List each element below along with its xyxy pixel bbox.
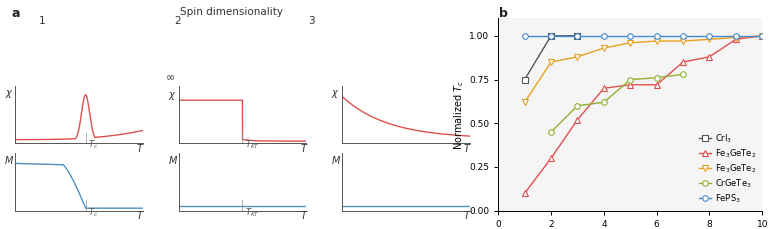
Y-axis label: Normalized $T_c$: Normalized $T_c$ xyxy=(453,79,467,150)
Fe$_3$GeTe$_2$ xyxy=(705,55,714,58)
Text: χ: χ xyxy=(5,88,11,98)
FePS$_3$ xyxy=(705,34,714,37)
FePS$_3$ xyxy=(599,34,608,37)
Fe$_3$GeTe$_2$ xyxy=(678,40,688,42)
Fe$_3$GeTe$_2$ xyxy=(599,47,608,49)
Text: M: M xyxy=(169,156,177,166)
FePS$_3$ xyxy=(573,34,582,37)
Text: χ: χ xyxy=(332,88,337,98)
Text: T: T xyxy=(464,144,470,154)
Fe$_3$GeTe$_2$ xyxy=(599,87,608,90)
Line: Fe$_3$GeTe$_2$: Fe$_3$GeTe$_2$ xyxy=(522,33,765,196)
Fe$_3$GeTe$_2$ xyxy=(626,41,635,44)
Fe$_3$GeTe$_2$ xyxy=(732,38,741,41)
Fe$_3$GeTe$_2$ xyxy=(520,192,529,195)
CrGeTe$_3$ xyxy=(678,73,688,76)
CrI$_3$ xyxy=(547,34,556,37)
FePS$_3$ xyxy=(652,34,661,37)
Fe$_3$GeTe$_2$ xyxy=(547,157,556,160)
Fe$_3$GeTe$_2$ xyxy=(758,34,767,37)
Text: T: T xyxy=(300,144,306,154)
Fe$_3$GeTe$_2$ xyxy=(758,34,767,37)
Text: $T_c$: $T_c$ xyxy=(88,206,99,219)
CrGeTe$_3$ xyxy=(599,101,608,104)
Fe$_3$GeTe$_2$ xyxy=(678,61,688,63)
CrGeTe$_3$ xyxy=(652,76,661,79)
Text: T: T xyxy=(137,144,143,154)
Fe$_3$GeTe$_2$ xyxy=(573,55,582,58)
Legend: CrI$_3$, Fe$_3$GeTe$_2$, Fe$_3$GeTe$_2$, CrGeTe$_3$, FePS$_3$: CrI$_3$, Fe$_3$GeTe$_2$, Fe$_3$GeTe$_2$,… xyxy=(697,131,758,207)
Text: b: b xyxy=(499,7,508,20)
Text: χ: χ xyxy=(169,90,174,101)
FePS$_3$ xyxy=(547,34,556,37)
CrGeTe$_3$ xyxy=(573,104,582,107)
Fe$_3$GeTe$_2$ xyxy=(732,36,741,39)
FePS$_3$ xyxy=(520,34,529,37)
Fe$_3$GeTe$_2$ xyxy=(626,83,635,86)
Fe$_3$GeTe$_2$ xyxy=(573,118,582,121)
Text: Spin dimensionality: Spin dimensionality xyxy=(179,7,283,17)
FePS$_3$ xyxy=(626,34,635,37)
CrI$_3$ xyxy=(520,78,529,81)
Text: 3: 3 xyxy=(309,16,315,26)
Text: ∞: ∞ xyxy=(166,73,176,83)
Line: Fe$_3$GeTe$_2$: Fe$_3$GeTe$_2$ xyxy=(522,33,765,105)
CrGeTe$_3$ xyxy=(547,131,556,133)
Fe$_3$GeTe$_2$ xyxy=(652,83,661,86)
FePS$_3$ xyxy=(678,34,688,37)
Text: 1: 1 xyxy=(39,16,45,26)
FePS$_3$ xyxy=(732,34,741,37)
Text: T: T xyxy=(137,211,143,221)
Fe$_3$GeTe$_2$ xyxy=(547,61,556,63)
Text: $T_c$: $T_c$ xyxy=(88,139,99,151)
Text: $T_{KT}$: $T_{KT}$ xyxy=(245,206,260,219)
Text: a: a xyxy=(12,7,20,20)
Text: T: T xyxy=(300,211,306,221)
Line: CrI$_3$: CrI$_3$ xyxy=(522,33,581,82)
Text: $T_{KT}$: $T_{KT}$ xyxy=(245,139,260,151)
Text: M: M xyxy=(5,156,14,166)
Fe$_3$GeTe$_2$ xyxy=(520,101,529,104)
FePS$_3$ xyxy=(758,34,767,37)
Text: M: M xyxy=(332,156,340,166)
Text: 2: 2 xyxy=(174,16,180,26)
Line: CrGeTe$_3$: CrGeTe$_3$ xyxy=(548,71,686,135)
Fe$_3$GeTe$_2$ xyxy=(705,38,714,41)
CrI$_3$ xyxy=(573,34,582,37)
Line: FePS$_3$: FePS$_3$ xyxy=(522,33,765,38)
Fe$_3$GeTe$_2$ xyxy=(652,40,661,42)
CrGeTe$_3$ xyxy=(626,78,635,81)
Text: T: T xyxy=(464,211,470,221)
